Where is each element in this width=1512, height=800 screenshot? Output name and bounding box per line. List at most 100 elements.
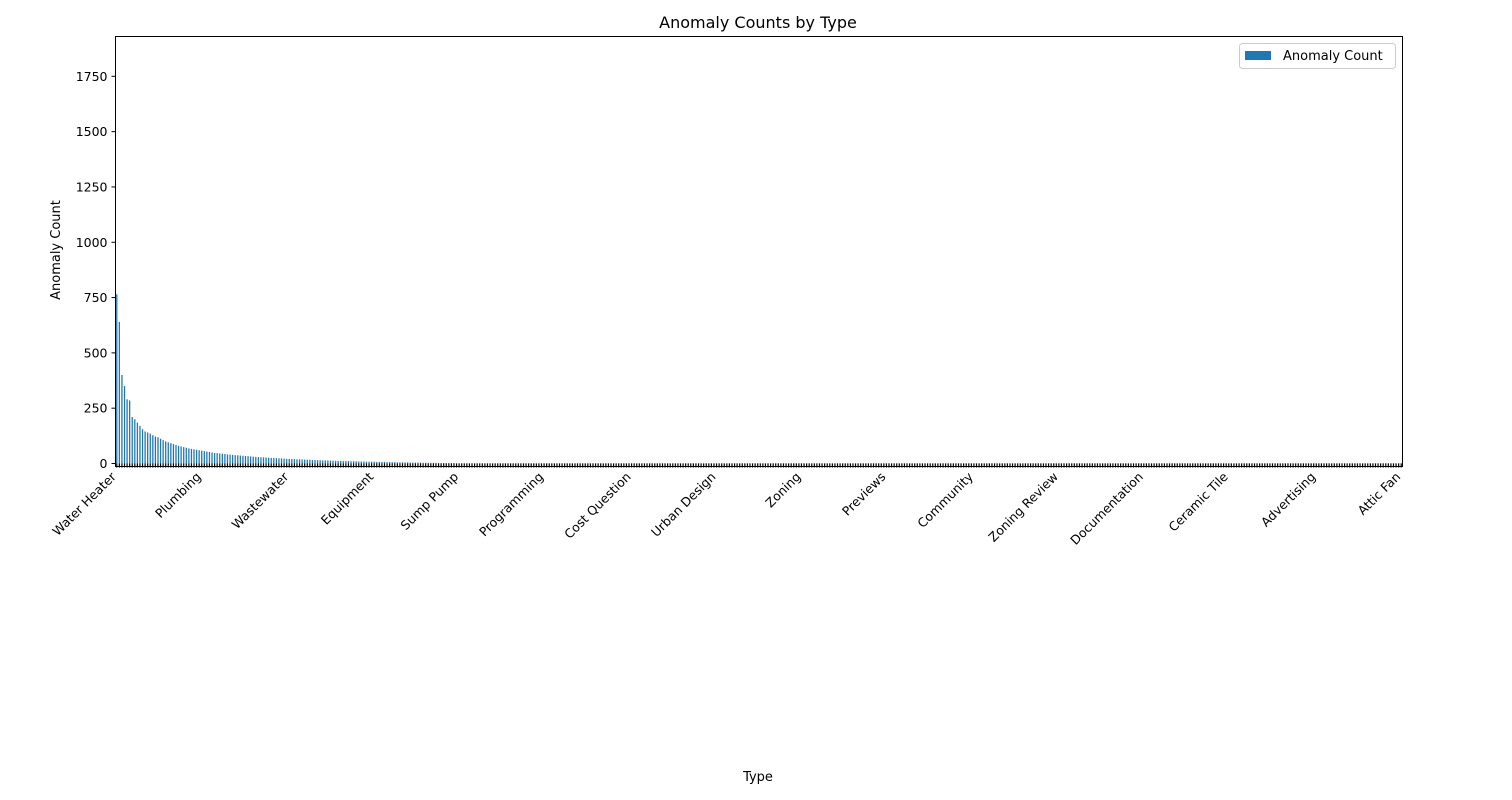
bar (319, 460, 321, 464)
bar (360, 461, 362, 464)
bar (399, 462, 401, 464)
y-tick-label: 1500 (76, 124, 108, 139)
bar (198, 450, 200, 464)
x-tick-label: Attic Fan (1354, 469, 1403, 518)
bar (149, 433, 151, 464)
bar (381, 461, 383, 464)
bar (309, 459, 311, 464)
y-tick-label: 1250 (76, 179, 108, 194)
x-tick-label: Urban Design (648, 469, 719, 540)
bar (195, 449, 198, 464)
bar (443, 463, 445, 464)
bar (213, 452, 216, 464)
bar (430, 462, 432, 464)
bar (239, 455, 241, 464)
bars-group (116, 294, 1402, 464)
bar (134, 419, 136, 464)
y-tick-label: 750 (84, 290, 108, 305)
y-axis-label: Anomaly Count (49, 200, 64, 300)
bar (121, 375, 123, 464)
x-tick-label: Sump Pump (397, 469, 461, 533)
bar (352, 461, 355, 464)
x-axis-tick-labels: Water Heater Plumbing Wastewater Equipment S… (49, 468, 1403, 547)
bar (208, 452, 211, 464)
y-tick-label: 0 (100, 456, 108, 471)
bar (157, 437, 159, 464)
x-tick-label: Zoning (762, 469, 803, 510)
x-tick-label: Community (914, 469, 976, 531)
bar (162, 440, 164, 464)
bar (249, 456, 252, 464)
bar (368, 461, 370, 464)
bar (278, 458, 280, 464)
bar (391, 462, 393, 464)
bar (216, 453, 218, 464)
bar (422, 462, 424, 464)
bar (427, 462, 429, 464)
bar (435, 462, 437, 464)
bar (247, 456, 249, 464)
bar (234, 455, 236, 464)
bar (118, 321, 121, 464)
bar (334, 460, 337, 464)
bar (219, 453, 221, 464)
bar (409, 462, 411, 464)
bar (131, 417, 133, 464)
y-tick-label: 500 (84, 345, 108, 360)
bar (262, 457, 265, 464)
bar (237, 455, 239, 464)
bar (211, 452, 213, 464)
x-tick-label: Zoning Review (985, 469, 1061, 545)
bar (270, 457, 272, 464)
bar (337, 460, 339, 464)
bar (448, 463, 450, 464)
bar (437, 463, 440, 464)
bar (206, 451, 208, 464)
bar (365, 461, 368, 464)
bar (417, 462, 419, 464)
bar (193, 449, 195, 464)
bar (376, 461, 378, 464)
bar (154, 436, 157, 464)
bar (355, 461, 357, 464)
bar (123, 386, 126, 464)
bar (129, 400, 131, 464)
bar (301, 459, 303, 464)
bar (224, 453, 226, 464)
bar (139, 425, 141, 464)
x-tick-label: Documentation (1067, 469, 1146, 548)
bar (291, 459, 293, 464)
bar (329, 460, 332, 464)
bar (388, 462, 391, 464)
bar (432, 462, 435, 464)
x-tick-label: Ceramic Tile (1165, 469, 1231, 535)
bar (260, 457, 262, 464)
x-tick-label: Cost Question (561, 469, 634, 542)
bar (332, 460, 334, 464)
bar (141, 429, 144, 464)
bar (378, 461, 380, 464)
y-tick-label: 250 (84, 401, 108, 416)
bar (255, 456, 257, 464)
legend-box (1239, 43, 1396, 69)
bar (231, 454, 234, 464)
bar (229, 454, 231, 464)
bar (273, 457, 275, 464)
bar (275, 458, 278, 464)
bar (188, 448, 190, 464)
bar (242, 455, 244, 464)
bar (373, 461, 375, 464)
bar (175, 444, 177, 464)
x-tick-label: Advertising (1258, 469, 1319, 530)
chart-title: Anomaly Counts by Type (659, 13, 857, 32)
bar (183, 447, 185, 464)
x-tick-label: Equipment (318, 469, 377, 528)
bar (404, 462, 406, 464)
bar (425, 462, 427, 464)
bar (185, 447, 187, 464)
bar (414, 462, 417, 464)
x-tick-label: Water Heater (49, 468, 119, 538)
y-tick-label: 1750 (76, 69, 108, 84)
bar (450, 463, 453, 464)
